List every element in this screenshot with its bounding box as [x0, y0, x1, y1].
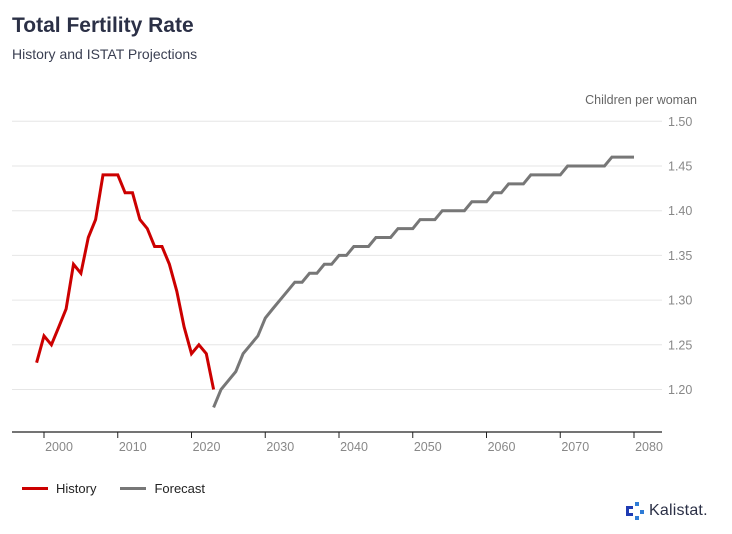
legend-item-forecast[interactable]: Forecast [120, 481, 205, 496]
y-tick-label: 1.45 [668, 160, 692, 174]
x-tick-label: 2020 [193, 440, 221, 454]
x-tick-label: 2000 [45, 440, 73, 454]
x-axis: 2000 2010 2020 2030 2040 2050 2060 2070 2080 [12, 431, 663, 454]
legend-label-history: History [56, 481, 97, 496]
y-tick-label: 1.35 [668, 249, 692, 263]
x-tick-label: 2050 [414, 440, 442, 454]
grid-lines [12, 120, 662, 390]
y-tick-label: 1.25 [668, 338, 692, 352]
legend: History Forecast [22, 481, 229, 496]
x-tick-label: 2010 [119, 440, 147, 454]
legend-label-forecast: Forecast [154, 481, 206, 496]
legend-item-history[interactable]: History [22, 481, 96, 496]
y-axis-label: Children per woman [585, 93, 697, 107]
y-tick-label: 1.30 [668, 294, 692, 308]
y-tick-label: 1.20 [668, 383, 692, 397]
brand-logo: Kalistat. [626, 502, 708, 520]
legend-swatch-forecast [120, 487, 147, 490]
legend-swatch-history [22, 487, 48, 490]
y-tick-label: 1.40 [668, 204, 692, 218]
series-line-forecast [212, 155, 634, 408]
x-tick-label: 2070 [561, 440, 589, 454]
series-lines [35, 155, 634, 408]
y-axis-ticks: 1.20 1.25 1.30 1.35 1.40 1.45 1.50 [668, 115, 692, 397]
series-line-history [35, 173, 216, 390]
y-tick-label: 1.50 [668, 115, 692, 129]
kalistat-logo-icon [626, 502, 644, 520]
chart-title: Total Fertility Rate [12, 14, 194, 37]
x-tick-label: 2030 [266, 440, 294, 454]
x-tick-label: 2080 [635, 440, 663, 454]
x-tick-label: 2060 [488, 440, 516, 454]
chart-subtitle: History and ISTAT Projections [12, 46, 198, 62]
brand-name: Kalistat. [649, 502, 708, 519]
x-tick-label: 2040 [340, 440, 368, 454]
